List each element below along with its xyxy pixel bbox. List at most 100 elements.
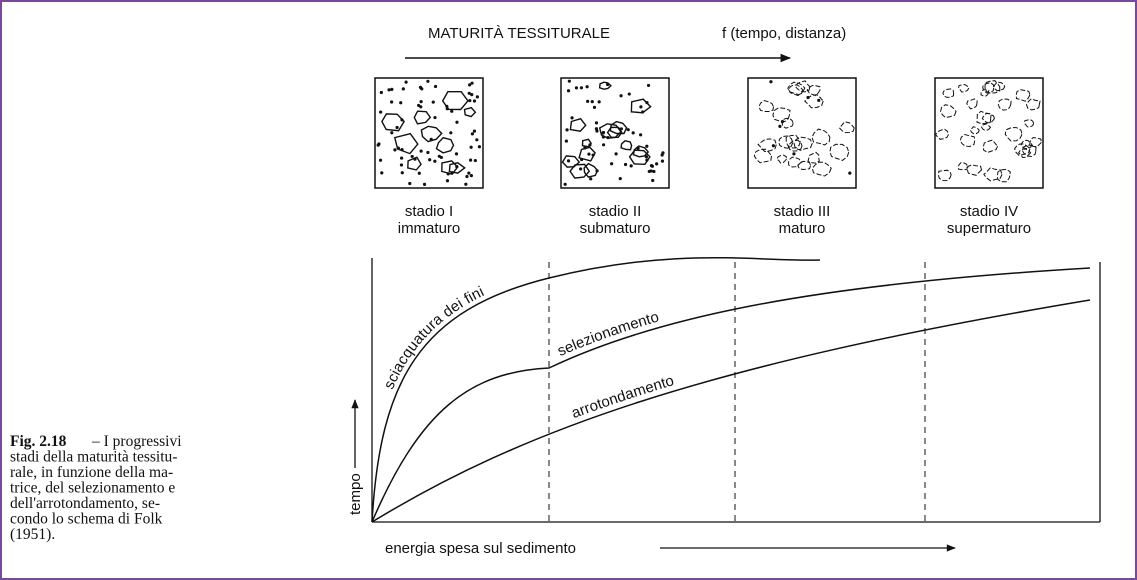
matrix-dot bbox=[585, 85, 589, 89]
caption-line: condo lo schema di Folk bbox=[10, 511, 163, 528]
matrix-dot bbox=[468, 83, 472, 87]
matrix-dot bbox=[467, 91, 471, 95]
matrix-dot bbox=[601, 143, 606, 147]
grain bbox=[463, 106, 477, 118]
matrix-dot bbox=[437, 154, 441, 158]
matrix-dot bbox=[470, 81, 474, 85]
matrix-dot bbox=[417, 103, 421, 108]
grain bbox=[583, 162, 599, 178]
caption-line: (1951). bbox=[10, 526, 55, 543]
grain bbox=[448, 162, 466, 174]
grain bbox=[569, 117, 587, 132]
matrix-dot bbox=[390, 87, 394, 91]
grain bbox=[838, 121, 855, 134]
matrix-dot bbox=[586, 99, 590, 103]
matrix-dot bbox=[401, 87, 405, 91]
grain bbox=[984, 80, 1001, 94]
grain bbox=[1028, 136, 1042, 148]
grain bbox=[413, 110, 432, 125]
matrix-dot bbox=[848, 171, 852, 175]
matrix-dot bbox=[419, 100, 423, 104]
matrix-dot bbox=[449, 131, 453, 135]
grain bbox=[753, 148, 773, 164]
caption-line: – I progressivi bbox=[91, 433, 182, 450]
grain bbox=[628, 149, 651, 166]
matrix-dot bbox=[639, 133, 643, 137]
grain bbox=[598, 81, 612, 90]
matrix-dot bbox=[477, 145, 482, 149]
matrix-dot bbox=[418, 85, 423, 89]
grain bbox=[435, 136, 455, 154]
stage-name: stadio II bbox=[589, 203, 642, 220]
matrix-dot bbox=[565, 128, 569, 132]
texture-panel bbox=[374, 77, 484, 189]
matrix-dot bbox=[468, 158, 473, 162]
grain bbox=[1025, 98, 1041, 111]
curve-label-path: selezionamento bbox=[555, 308, 661, 359]
grain bbox=[781, 117, 794, 129]
grain bbox=[957, 162, 968, 171]
grain bbox=[942, 88, 955, 98]
grain bbox=[794, 80, 811, 93]
matrix-dot bbox=[455, 164, 459, 169]
matrix-dot bbox=[387, 88, 391, 92]
matrix-dot bbox=[631, 131, 635, 135]
stage-label: submaturo bbox=[580, 220, 651, 237]
matrix-dot bbox=[655, 162, 659, 166]
matrix-dot bbox=[390, 100, 394, 104]
matrix-dot bbox=[579, 86, 584, 90]
matrix-dot bbox=[651, 178, 655, 183]
grain bbox=[393, 132, 419, 155]
matrix-dot bbox=[587, 152, 591, 156]
matrix-dot bbox=[419, 149, 423, 153]
grain bbox=[811, 128, 831, 146]
matrix-dot bbox=[601, 131, 605, 135]
matrix-dot bbox=[645, 100, 649, 105]
matrix-dot bbox=[400, 147, 404, 152]
grain bbox=[980, 89, 990, 97]
grain bbox=[785, 134, 801, 149]
matrix-dot bbox=[377, 142, 381, 146]
matrix-dot bbox=[445, 104, 449, 108]
matrix-dot bbox=[433, 115, 437, 120]
grain bbox=[788, 156, 803, 168]
matrix-dot bbox=[650, 164, 655, 168]
matrix-dot bbox=[627, 92, 631, 96]
matrix-dot bbox=[472, 99, 477, 103]
matrix-dot bbox=[379, 90, 383, 95]
grain bbox=[569, 163, 591, 179]
grain bbox=[758, 99, 775, 112]
matrix-dot bbox=[399, 163, 404, 167]
matrix-dot bbox=[400, 156, 404, 160]
grain bbox=[982, 82, 995, 94]
grain bbox=[937, 169, 952, 182]
matrix-dot bbox=[606, 82, 610, 87]
matrix-dot bbox=[475, 138, 479, 142]
matrix-dot bbox=[400, 118, 404, 122]
grain bbox=[1017, 148, 1032, 159]
matrix-dot bbox=[574, 86, 579, 90]
header-function: f (tempo, distanza) bbox=[722, 25, 846, 42]
grain bbox=[620, 140, 633, 151]
matrix-dot bbox=[470, 132, 475, 136]
header-title: MATURITÀ TESSITURALE bbox=[428, 25, 610, 42]
curve-label-path: arrotondamento bbox=[569, 372, 676, 422]
matrix-dot bbox=[792, 152, 796, 156]
grain bbox=[793, 136, 813, 151]
grain bbox=[788, 84, 804, 97]
grain bbox=[1022, 144, 1037, 157]
matrix-dot bbox=[470, 92, 474, 97]
matrix-dot bbox=[649, 169, 653, 173]
matrix-dot bbox=[399, 101, 403, 105]
caption-line: dell'arrotondamento, se- bbox=[10, 495, 160, 512]
matrix-dot bbox=[426, 79, 430, 83]
matrix-dot bbox=[618, 176, 622, 181]
grain bbox=[1014, 143, 1031, 156]
matrix-dot bbox=[806, 95, 810, 100]
matrix-dot bbox=[778, 124, 782, 128]
matrix-dot bbox=[450, 109, 454, 113]
grain bbox=[776, 154, 788, 164]
matrix-dot bbox=[433, 84, 438, 89]
matrix-dot bbox=[639, 105, 643, 109]
